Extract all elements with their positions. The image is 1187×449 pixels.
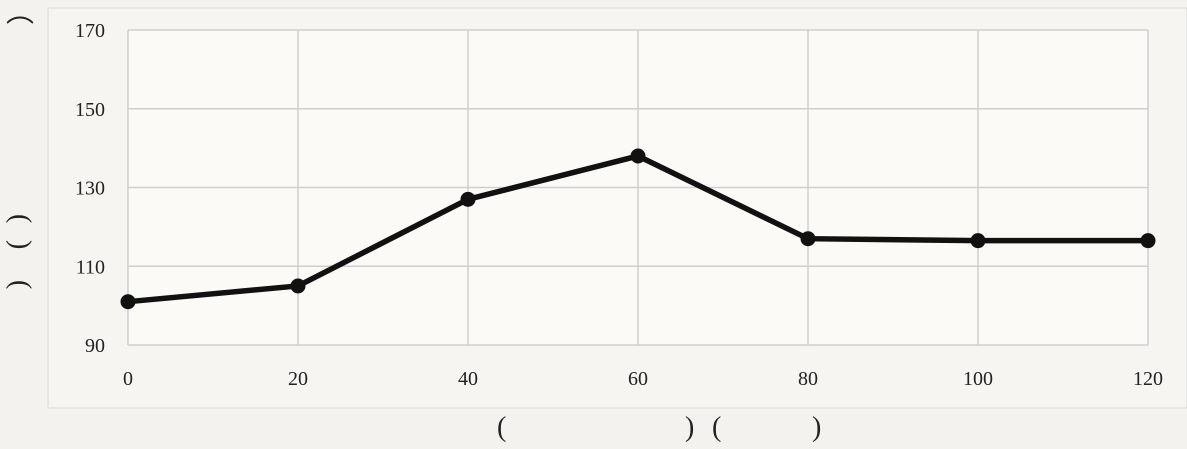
x-axis-paren-open-1: ( [497,412,506,443]
y-tick-label: 110 [76,256,105,278]
x-tick-label: 120 [1133,368,1163,390]
data-point [120,294,136,310]
x-tick-label: 100 [963,368,993,390]
x-tick-label: 0 [123,368,133,390]
y-axis-paren-low: ( [5,280,36,289]
data-point [290,278,306,294]
y-tick-label: 90 [85,335,105,357]
x-axis-paren-close-2: ) [812,412,821,443]
data-point [970,233,986,249]
y-tick-label: 150 [75,99,105,121]
y-tick-labels: 90 110 130 150 170 [75,20,105,357]
y-axis-paren-mid-2: ) [5,240,36,249]
x-tick-label: 80 [798,368,818,390]
x-axis-paren-close-1: ) [685,412,694,443]
x-tick-label: 20 [288,368,308,390]
data-point [800,231,816,247]
data-point [460,191,476,207]
y-axis-paren-top: ⌒ [6,15,34,47]
x-tick-label: 40 [458,368,478,390]
data-point [630,148,646,164]
x-tick-label: 60 [628,368,648,390]
x-axis-paren-open-2: ( [712,412,721,443]
y-tick-label: 130 [75,178,105,200]
data-points [120,148,1156,310]
x-tick-labels: 0 20 40 60 80 100 120 [123,368,1163,390]
data-point [1140,233,1156,249]
y-tick-label: 170 [75,20,105,42]
y-axis-paren-mid-1: ( [5,214,36,223]
